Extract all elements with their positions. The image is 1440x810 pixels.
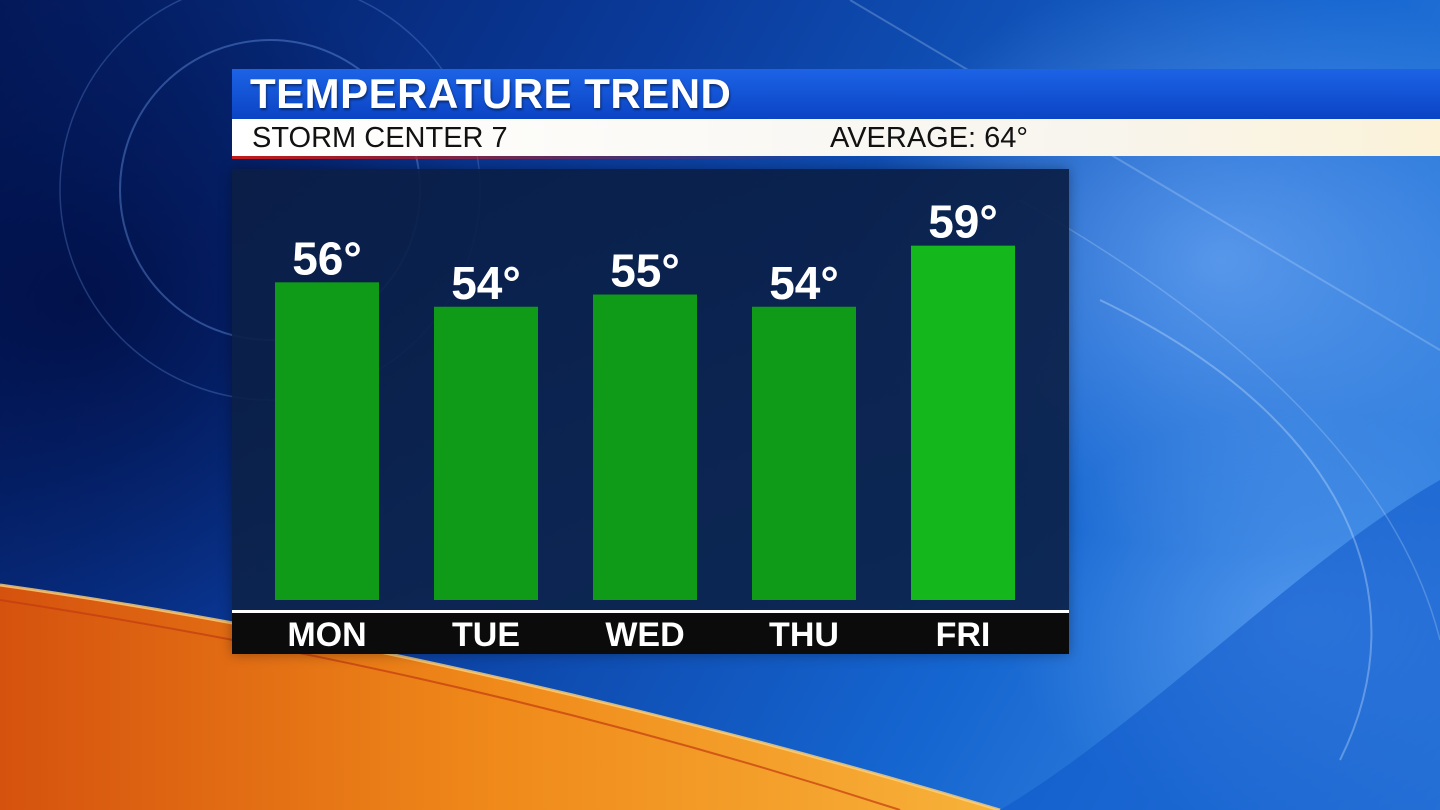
bar-tue bbox=[434, 306, 538, 600]
bar-thu bbox=[752, 306, 856, 600]
value-label-wed: 55° bbox=[610, 245, 680, 297]
title-bar bbox=[232, 69, 1440, 119]
value-label-tue: 54° bbox=[451, 257, 521, 309]
bar-fri bbox=[911, 245, 1015, 600]
bar-mon bbox=[275, 282, 379, 600]
average-temperature: AVERAGE: 64° bbox=[830, 122, 1029, 154]
chart-title: TEMPERATURE TREND bbox=[250, 70, 732, 117]
day-label-wed: WED bbox=[605, 616, 684, 654]
day-label-strip bbox=[232, 610, 1069, 654]
value-label-thu: 54° bbox=[769, 257, 839, 309]
value-label-mon: 56° bbox=[292, 232, 362, 284]
day-label-thu: THU bbox=[769, 616, 839, 654]
day-label-fri: FRI bbox=[936, 616, 991, 654]
subtitle-bar bbox=[232, 119, 1440, 156]
day-label-mon: MON bbox=[287, 616, 366, 654]
subtitle-accent-line bbox=[232, 156, 832, 159]
value-label-fri: 59° bbox=[928, 196, 998, 248]
baseline-rule bbox=[232, 610, 1069, 613]
chart-panel: 56° MON 54° TUE 55° WED 54° THU 59° FRI bbox=[232, 169, 1069, 654]
bar-chart: 56° MON 54° TUE 55° WED 54° THU 59° FRI bbox=[232, 196, 1069, 654]
bar-wed bbox=[593, 294, 697, 600]
day-label-tue: TUE bbox=[452, 616, 520, 654]
station-name: STORM CENTER 7 bbox=[252, 122, 508, 154]
